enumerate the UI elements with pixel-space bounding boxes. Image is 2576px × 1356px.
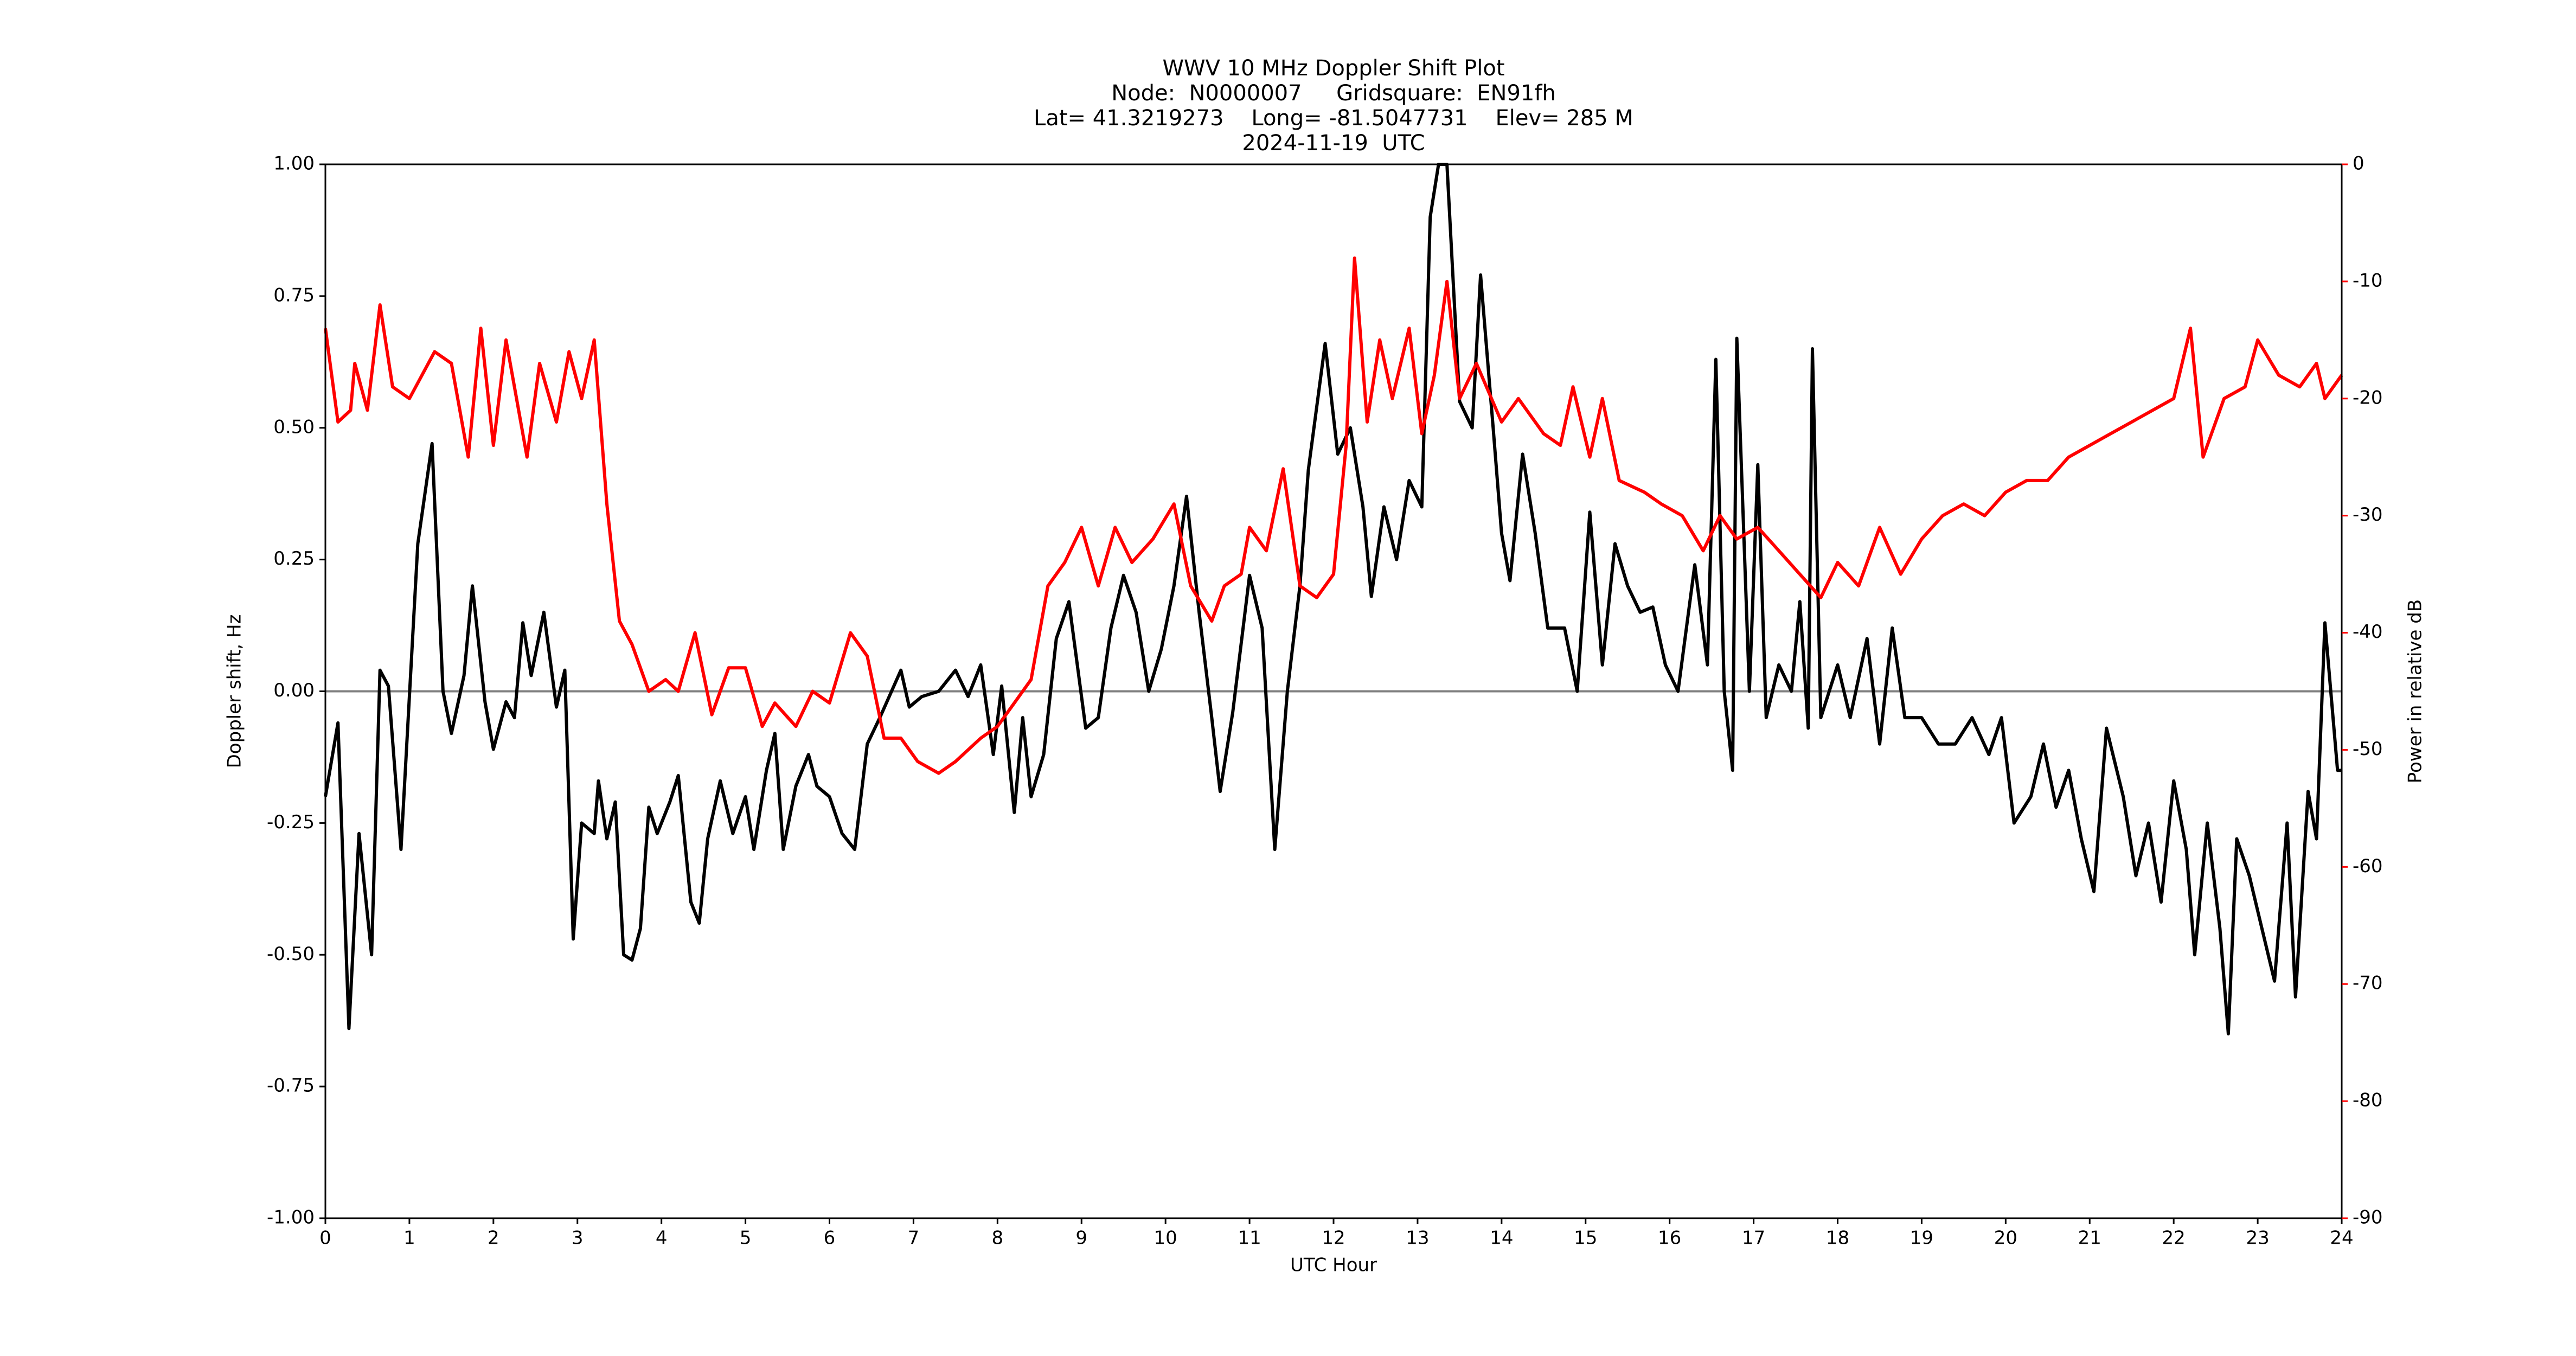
x-tick-label: 6 [824, 1227, 836, 1249]
y-tick-label: -0.75 [267, 1075, 315, 1097]
y-tick-label: 0.75 [273, 284, 315, 306]
y2-tick-label: -80 [2353, 1090, 2383, 1111]
y2-tick-label: -30 [2353, 504, 2383, 526]
chart-subtitle: 2024-11-19 UTC [1242, 131, 1425, 156]
x-tick-label: 16 [1658, 1227, 1681, 1249]
chart-subtitle: Lat= 41.3219273 Long= -81.5047731 Elev= … [1034, 106, 1633, 131]
x-tick-label: 11 [1238, 1227, 1261, 1249]
x-tick-label: 24 [2330, 1227, 2353, 1249]
y2-tick-label: -90 [2353, 1207, 2383, 1229]
chart-title: WWV 10 MHz Doppler Shift Plot [1162, 56, 1504, 81]
x-tick-label: 9 [1075, 1227, 1087, 1249]
x-tick-label: 23 [2246, 1227, 2269, 1249]
x-tick-label: 15 [1574, 1227, 1597, 1249]
y-tick-label: 0.50 [273, 416, 315, 438]
y-tick-label: 0.00 [273, 680, 315, 701]
x-tick-label: 18 [1826, 1227, 1849, 1249]
y-tick-label: -0.50 [267, 943, 315, 965]
x-tick-label: 10 [1154, 1227, 1177, 1249]
x-tick-label: 0 [319, 1227, 331, 1249]
y2-tick-label: 0 [2353, 153, 2364, 175]
x-tick-label: 8 [992, 1227, 1004, 1249]
data-line [324, 256, 2343, 775]
x-tick-label: 2 [488, 1227, 499, 1249]
y-tick-label: -1.00 [267, 1207, 315, 1229]
y-tick-label: 0.25 [273, 548, 315, 570]
x-tick-label: 3 [572, 1227, 584, 1249]
x-tick-label: 1 [403, 1227, 415, 1249]
y2-tick-label: -40 [2353, 621, 2383, 643]
y2-axis-label: Power in relative dB [2405, 599, 2426, 783]
x-tick-label: 22 [2162, 1227, 2186, 1249]
y2-tick-label: -70 [2353, 973, 2383, 994]
y2-tick-label: -10 [2353, 270, 2383, 291]
x-tick-label: 13 [1406, 1227, 1429, 1249]
y-tick-label: -0.25 [267, 811, 315, 833]
y2-tick-label: -60 [2353, 855, 2383, 877]
x-tick-label: 21 [2078, 1227, 2101, 1249]
x-tick-label: 14 [1490, 1227, 1513, 1249]
x-tick-label: 5 [740, 1227, 752, 1249]
x-tick-label: 20 [1994, 1227, 2017, 1249]
x-axis-label: UTC Hour [1290, 1255, 1377, 1276]
data-line [324, 163, 2342, 1035]
x-tick-label: 17 [1742, 1227, 1765, 1249]
x-tick-label: 4 [656, 1227, 668, 1249]
y-tick-label: 1.00 [273, 153, 315, 175]
y2-tick-label: -20 [2353, 387, 2383, 408]
x-tick-label: 7 [908, 1227, 920, 1249]
y2-tick-label: -50 [2353, 738, 2383, 760]
x-tick-label: 12 [1322, 1227, 1345, 1249]
x-tick-label: 19 [1910, 1227, 1933, 1249]
chart-subtitle: Node: N0000007 Gridsquare: EN91fh [1111, 81, 1556, 106]
y-axis-label: Doppler shift, Hz [224, 615, 246, 769]
